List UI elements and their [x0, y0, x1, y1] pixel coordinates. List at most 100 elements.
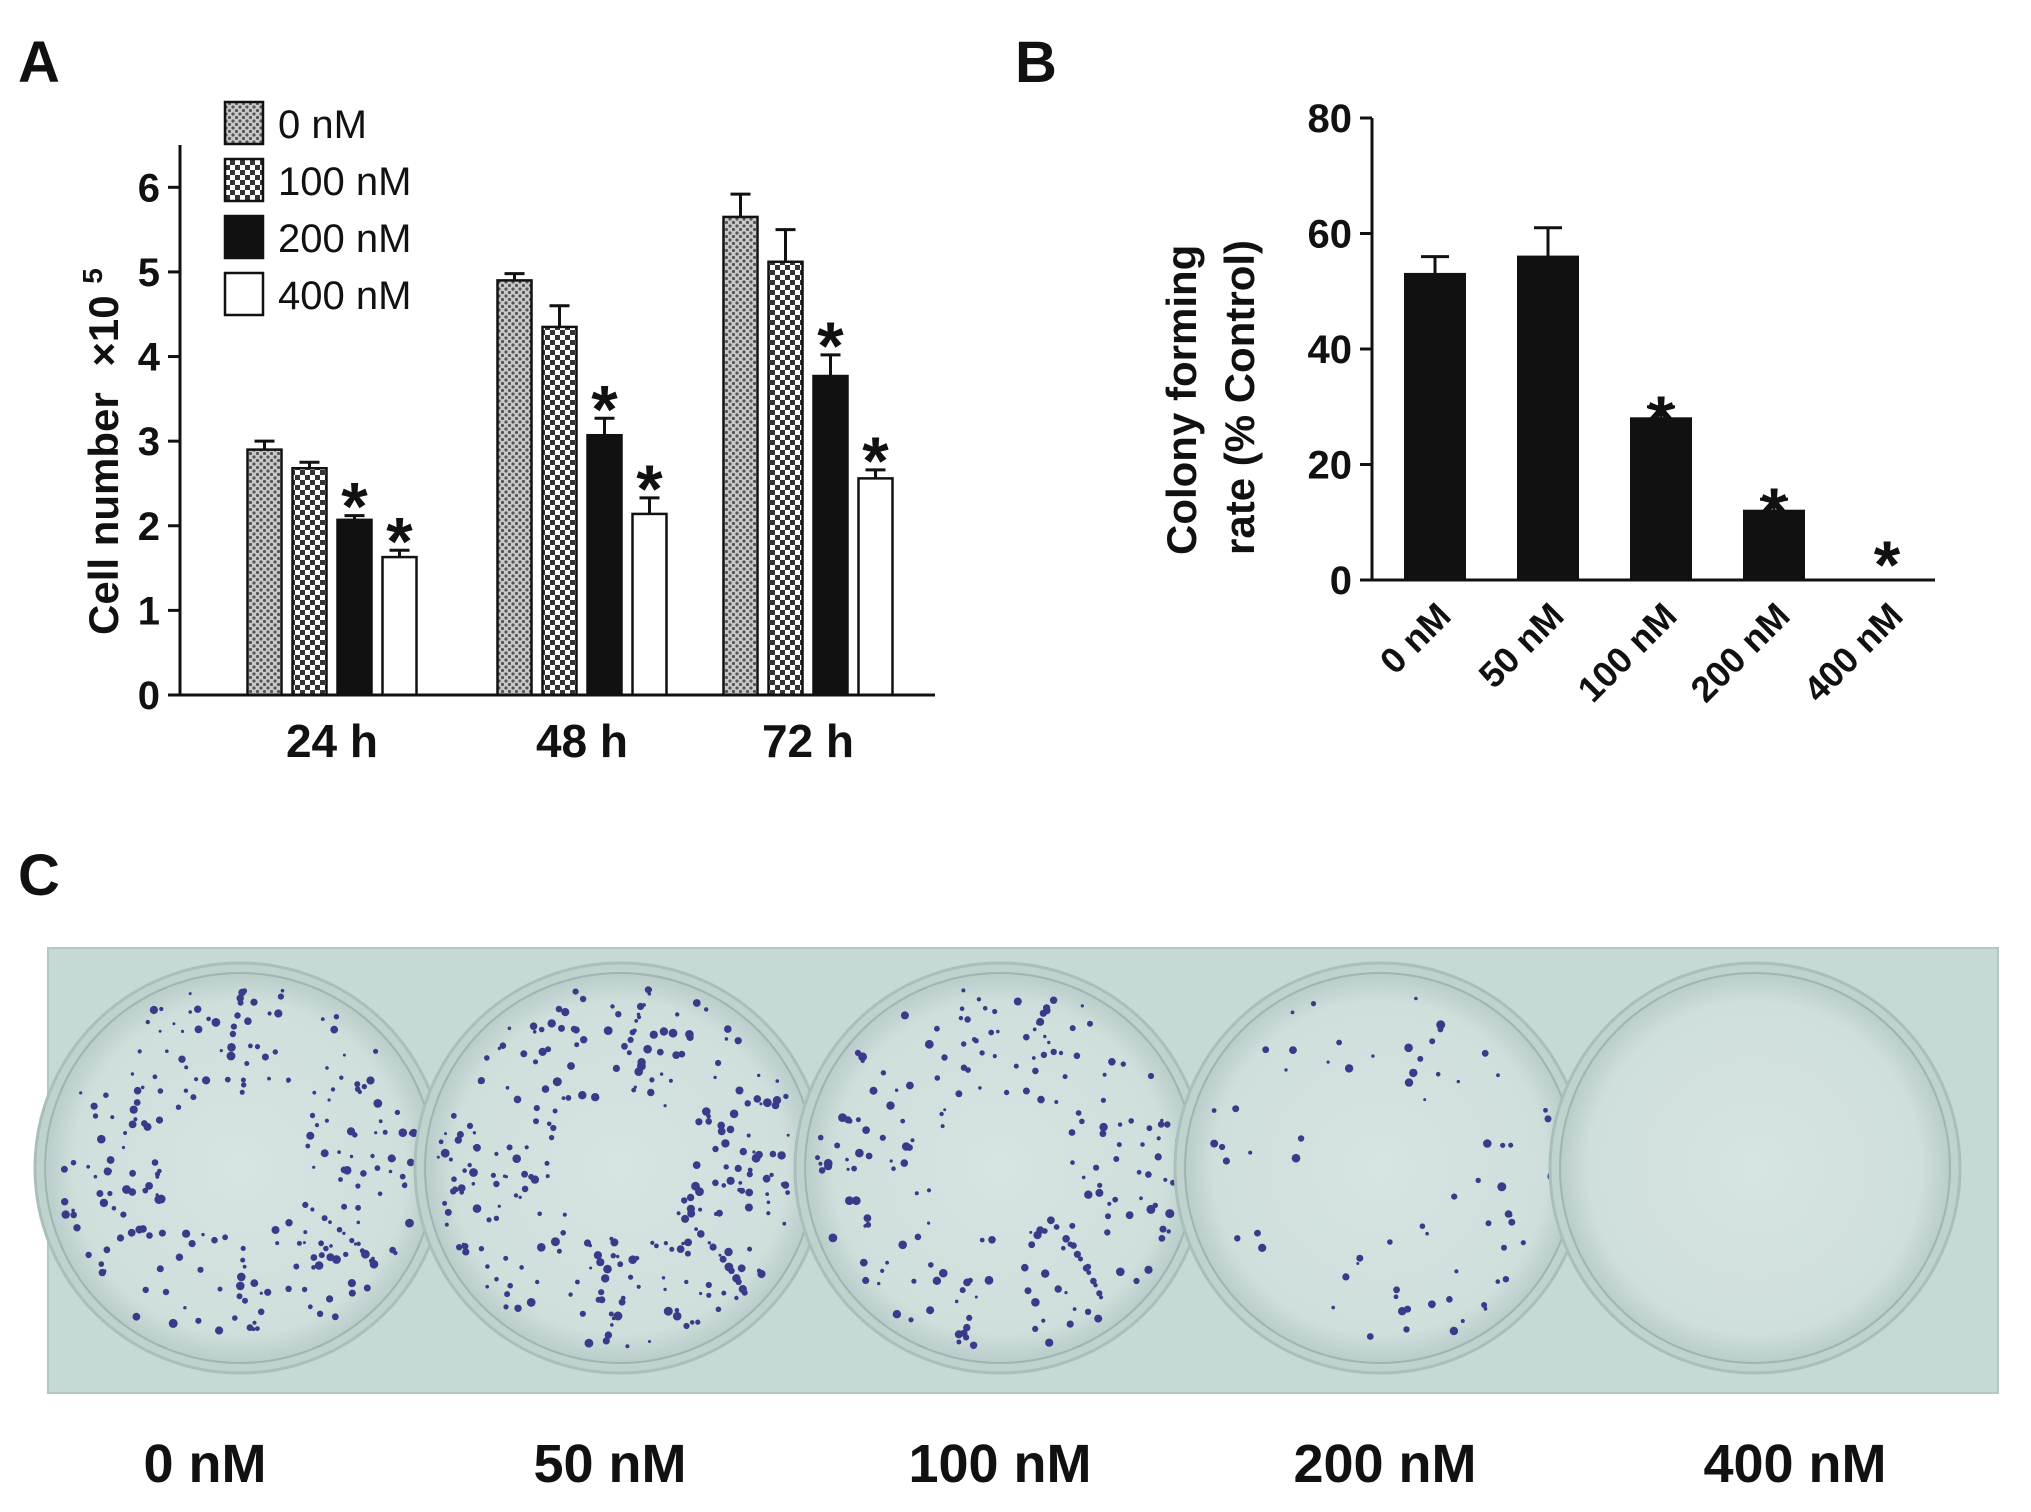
- colony-dot: [616, 1254, 620, 1259]
- colony-dot: [695, 1187, 704, 1196]
- colony-dot: [502, 1174, 507, 1178]
- colony-dot: [61, 1210, 70, 1219]
- colony-dot: [1047, 1040, 1051, 1045]
- colony-dot: [183, 1088, 189, 1093]
- colony-dot: [928, 1262, 934, 1268]
- colony-dot: [373, 1099, 383, 1108]
- colony-dot: [687, 1209, 696, 1218]
- colony-dot: [610, 1323, 614, 1327]
- colony-dot: [647, 992, 652, 996]
- colony-dot: [190, 1094, 197, 1101]
- colony-dot: [974, 1295, 978, 1299]
- colony-dot: [914, 1191, 919, 1196]
- chart-a-legend-swatch: [223, 100, 265, 146]
- colony-dot: [1039, 1009, 1047, 1017]
- colony-dot: [197, 1266, 204, 1273]
- colony-dot: [1093, 1283, 1098, 1288]
- colony-dot: [954, 1299, 959, 1304]
- colony-dot: [712, 1179, 719, 1187]
- colony-dot: [715, 1306, 722, 1313]
- colony-dot: [532, 1059, 539, 1065]
- colony-dot: [1075, 1110, 1082, 1116]
- colony-dot: [477, 1079, 483, 1085]
- colony-dot: [654, 1243, 659, 1249]
- colony-dot: [860, 1058, 865, 1063]
- colony-dot: [579, 995, 587, 1003]
- colony-dot: [552, 1108, 558, 1114]
- colony-dot: [683, 1322, 690, 1330]
- colony-dot: [149, 1005, 158, 1015]
- colony-dot: [610, 1253, 616, 1259]
- colony-dot: [548, 1134, 555, 1141]
- colony-dot: [232, 1315, 238, 1321]
- colony-dot: [307, 1304, 313, 1310]
- colony-dot: [361, 1249, 370, 1259]
- colony-dot: [450, 1112, 457, 1119]
- colony-dot: [765, 1192, 770, 1196]
- colony-dot: [241, 1082, 247, 1088]
- colony-dot: [934, 1075, 941, 1081]
- colony-dot: [120, 1211, 127, 1218]
- colony-dot: [815, 1155, 820, 1161]
- colony-dot: [676, 1211, 681, 1216]
- colony-dot: [472, 1204, 482, 1213]
- colony-dot: [320, 1149, 329, 1158]
- colony-dot: [855, 1117, 861, 1123]
- colony-dot: [964, 1016, 971, 1023]
- colony-dot: [958, 1015, 964, 1021]
- colony-dot: [442, 1200, 448, 1206]
- colony-dot: [877, 1281, 881, 1286]
- colony-dot: [625, 1344, 630, 1349]
- colony-dot: [504, 1291, 511, 1298]
- colony-dot: [453, 1187, 459, 1193]
- colony-dot: [1100, 1097, 1106, 1103]
- chart-a-bar: [767, 260, 804, 697]
- colony-dot: [1087, 1020, 1093, 1027]
- colony-dot: [1032, 1067, 1039, 1075]
- colony-dot: [1344, 1064, 1354, 1073]
- colony-dot: [663, 1104, 667, 1108]
- colony-dot: [1291, 1153, 1301, 1163]
- colony-dot: [724, 1025, 732, 1033]
- colony-dot: [969, 1341, 978, 1350]
- colony-dot: [92, 1113, 99, 1119]
- colony-dot: [393, 1250, 398, 1256]
- colony-dot: [782, 1221, 787, 1226]
- colony-dot: [1147, 1072, 1155, 1080]
- colony-dot: [728, 1267, 735, 1275]
- colony-dot: [159, 1006, 164, 1012]
- colony-dot: [178, 1055, 186, 1063]
- chart-a-y-tick-label: 4: [138, 336, 161, 380]
- colony-dot: [456, 1131, 464, 1138]
- colony-dot: [1032, 1325, 1039, 1332]
- colony-dot: [862, 1276, 870, 1285]
- colony-dot: [1157, 1121, 1165, 1128]
- colony-dot: [996, 1029, 1000, 1034]
- chart-b-bars: * * *: [1404, 226, 1901, 603]
- colony-dot: [1081, 1175, 1086, 1180]
- colony-dot: [377, 1191, 383, 1197]
- colony-dot: [1095, 1188, 1104, 1197]
- colony-dot: [859, 1258, 868, 1267]
- colony-dot: [745, 1188, 754, 1197]
- colony-dot: [705, 1281, 712, 1289]
- colony-dot: [408, 1131, 414, 1136]
- colony-dot: [133, 1086, 142, 1095]
- colony-dot: [485, 1264, 490, 1269]
- colony-dot: [759, 1102, 763, 1106]
- colony-dot: [336, 1226, 343, 1233]
- colony-dot: [280, 988, 285, 993]
- colony-dot: [472, 1131, 477, 1135]
- colony-dot: [959, 1006, 965, 1011]
- colony-dot: [692, 999, 701, 1007]
- colony-dot: [438, 1139, 444, 1145]
- colony-dot: [1520, 1240, 1526, 1246]
- colony-dot: [1072, 1307, 1077, 1311]
- chart-a-significance-marker: *: [817, 308, 844, 384]
- colony-dot: [226, 1051, 236, 1061]
- colony-dot: [1451, 1193, 1458, 1200]
- colony-dot: [472, 1145, 477, 1149]
- colony-dot: [744, 1100, 751, 1107]
- colony-dot: [1054, 1285, 1062, 1293]
- colony-dot: [320, 1017, 325, 1021]
